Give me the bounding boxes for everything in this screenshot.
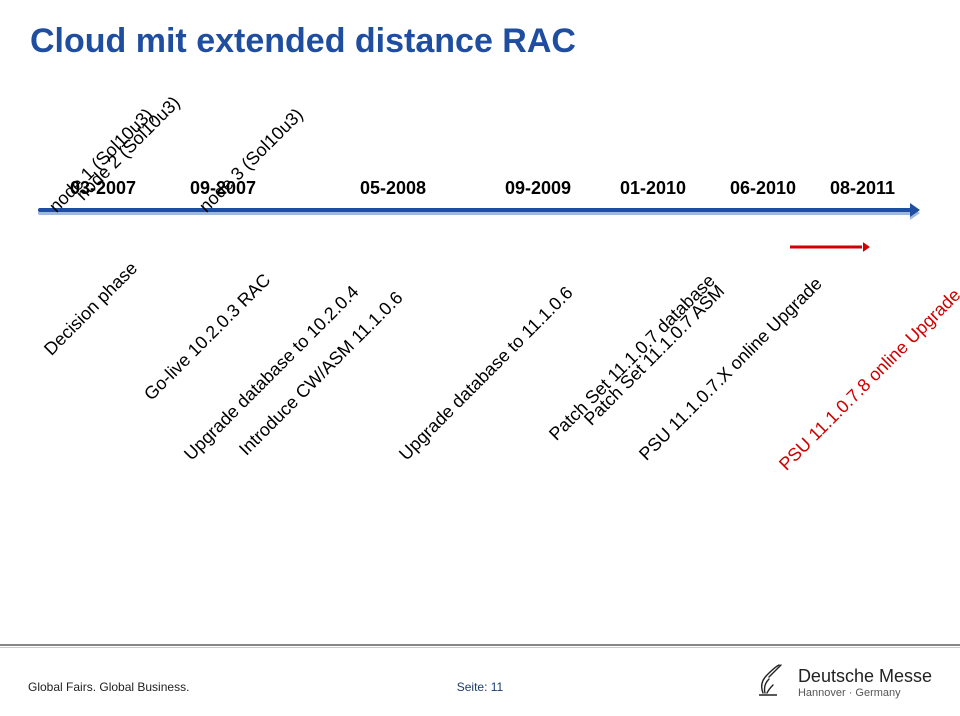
timeline-date: 06-2010 <box>730 178 796 199</box>
timeline-date: 05-2008 <box>360 178 426 199</box>
hermes-icon <box>755 663 785 702</box>
timeline-date: 08-2011 <box>830 178 895 199</box>
brand-subtitle: Hannover · Germany <box>798 687 932 699</box>
footer: Global Fairs. Global Business. Seite: 11… <box>0 646 960 716</box>
footer-tagline: Global Fairs. Global Business. <box>28 680 189 694</box>
page-number: Seite: 11 <box>457 680 503 694</box>
timeline-date: 09-2009 <box>505 178 571 199</box>
event-label: Decision phase <box>40 258 142 360</box>
event-label: Upgrade database to 11.1.0.6 <box>395 283 577 465</box>
brand-logo: Deutsche Messe Hannover · Germany <box>755 663 932 702</box>
timeline-date: 01-2010 <box>620 178 686 199</box>
event-label: PSU 11.1.0.7.8 online Upgrade <box>775 285 960 475</box>
slide: Cloud mit extended distance RAC 03-20070… <box>0 0 960 716</box>
brand-name: Deutsche Messe <box>798 666 932 687</box>
